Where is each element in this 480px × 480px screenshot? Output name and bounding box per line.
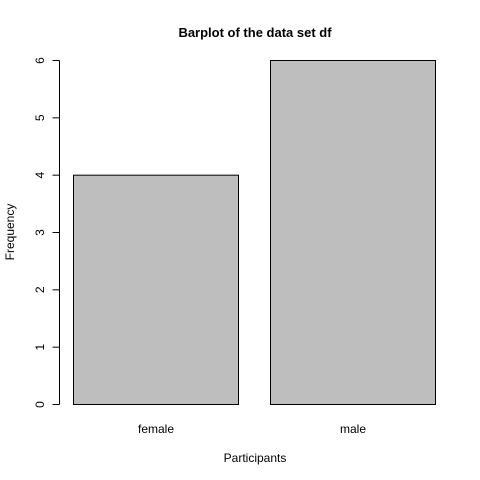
y-tick-label: 4 — [33, 172, 47, 179]
y-tick-label: 5 — [33, 114, 47, 121]
x-tick-label: male — [340, 422, 366, 436]
bar-female — [73, 174, 239, 405]
bar-male — [270, 60, 436, 405]
y-tick-label: 0 — [33, 401, 47, 408]
chart-title: Barplot of the data set df — [178, 25, 332, 40]
x-axis-label: Participants — [224, 451, 287, 465]
y-axis: 0 1 2 3 4 5 6 — [33, 57, 60, 408]
y-tick-label: 3 — [33, 229, 47, 236]
y-axis-label: Frequency — [3, 204, 17, 261]
y-tick-label: 2 — [33, 286, 47, 293]
bars-layer — [73, 60, 436, 405]
x-axis-labels: female male — [138, 422, 366, 436]
x-tick-label: female — [138, 422, 174, 436]
y-tick-label: 6 — [33, 57, 47, 64]
y-tick-label: 1 — [33, 344, 47, 351]
